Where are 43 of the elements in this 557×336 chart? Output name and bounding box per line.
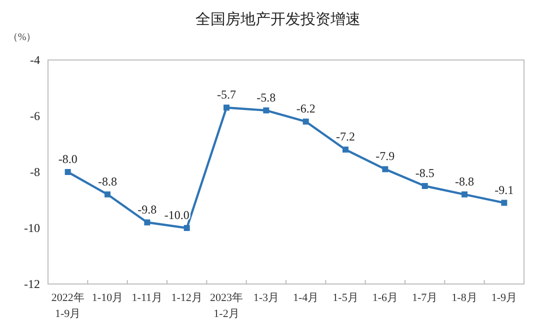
point	[462, 191, 468, 198]
y-tick-label: -6	[30, 109, 40, 123]
data-label: -9.1	[494, 182, 514, 197]
x-tick-label: 1-5月	[332, 292, 358, 304]
point	[342, 146, 348, 153]
x-tick-label: 1-6月	[372, 292, 398, 304]
point	[64, 169, 71, 175]
data-label: -5.7	[217, 88, 236, 102]
point	[501, 200, 508, 206]
y-tick-label: -4	[30, 53, 40, 67]
data-label: -8.0	[58, 152, 78, 166]
point	[263, 107, 270, 114]
x-tick-label: 1-7月	[412, 292, 438, 304]
data-label: -8.8	[98, 174, 117, 188]
x-tick-label: 1-9月	[491, 292, 518, 304]
x-tick-label: 1-12月	[171, 292, 202, 304]
data-label: -9.8	[138, 202, 157, 216]
data-label: -10.0	[164, 208, 190, 222]
x-tick-label: 1-4月	[292, 292, 319, 304]
data-label: -8.8	[455, 174, 474, 188]
data-label: -6.2	[296, 102, 316, 116]
data-label: -7.2	[336, 130, 355, 144]
y-axis-title: （%）	[8, 32, 36, 43]
point	[382, 166, 388, 172]
chart-title: 全国房地产开发投资增速	[196, 11, 360, 28]
x-tick-label: 2022年 1-9月	[51, 292, 84, 320]
point	[104, 191, 110, 198]
point	[302, 118, 309, 125]
data-label: -5.8	[256, 90, 276, 104]
point	[184, 225, 190, 231]
x-tick-label: 1-3月	[253, 292, 280, 304]
x-tick-label: 1-11月	[132, 292, 163, 304]
point	[224, 104, 230, 111]
point	[422, 183, 428, 189]
y-tick-label: -12	[24, 277, 40, 291]
point	[144, 219, 150, 226]
x-tick-label: 1-10月	[92, 292, 124, 304]
data-label: -7.9	[376, 149, 395, 164]
data-label: -8.5	[415, 166, 434, 180]
x-tick-label: 2023年 1-2月	[210, 292, 243, 320]
y-tick-label: -8	[30, 165, 40, 179]
x-tick-label: 1-8月	[452, 292, 478, 304]
y-tick-label: -10	[24, 221, 40, 235]
